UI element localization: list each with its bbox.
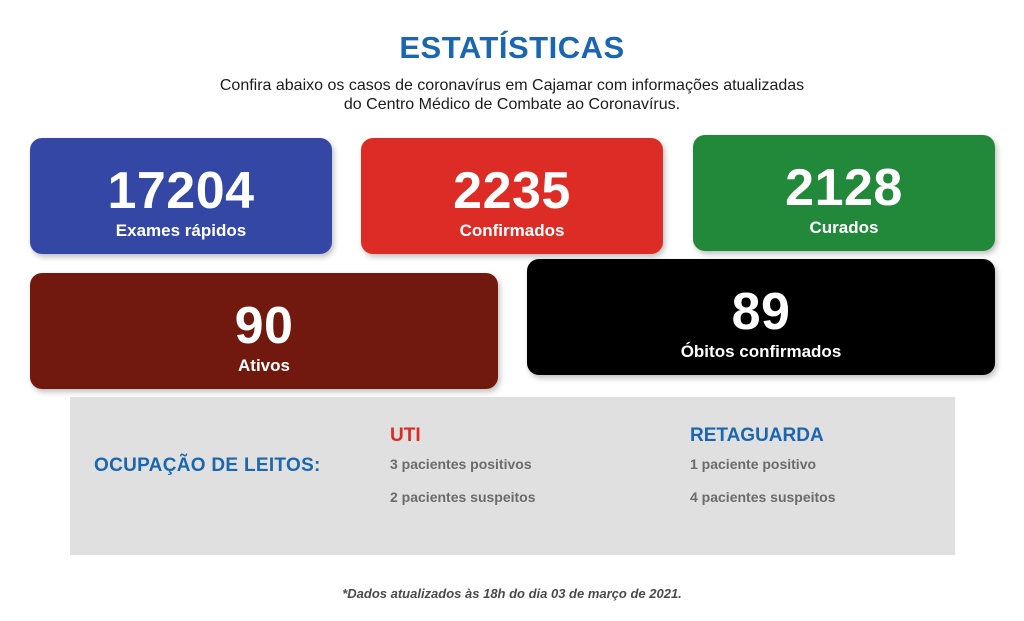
retaguarda-heading: RETAGUARDA xyxy=(690,425,824,446)
ativos-label: Ativos xyxy=(238,356,290,375)
exames-rapidos-label: Exames rápidos xyxy=(115,221,247,240)
footnote: *Dados atualizados às 18h do dia 03 de m… xyxy=(342,586,682,601)
retaguarda-positivos: 1 paciente positivo xyxy=(690,456,817,472)
obitos-value: 89 xyxy=(731,283,791,341)
uti-suspeitos: 2 pacientes suspeitos xyxy=(390,489,536,505)
curados-label: Curados xyxy=(809,218,879,237)
retaguarda-suspeitos: 4 pacientes suspeitos xyxy=(690,489,836,505)
ativos-value: 90 xyxy=(234,297,294,355)
confirmados-card: 2235 Confirmados xyxy=(361,138,663,254)
curados-value: 2128 xyxy=(785,159,903,217)
exames-rapidos-value: 17204 xyxy=(107,162,255,220)
uti-positivos: 3 pacientes positivos xyxy=(390,456,532,472)
subtitle-line-2: do Centro Médico de Combate ao Coronavír… xyxy=(343,96,681,113)
obitos-card: 89 Óbitos confirmados xyxy=(527,259,995,375)
ocupacao-leitos-panel: OCUPAÇÃO DE LEITOS: UTI 3 pacientes posi… xyxy=(70,397,955,555)
exames-rapidos-card: 17204 Exames rápidos xyxy=(30,138,332,254)
uti-heading: UTI xyxy=(390,425,421,446)
page-title: ESTATÍSTICAS xyxy=(399,30,625,65)
ocupacao-leitos-title: OCUPAÇÃO DE LEITOS: xyxy=(94,455,321,476)
subtitle-line-1: Confira abaixo os casos de coronavírus e… xyxy=(219,77,805,94)
obitos-label: Óbitos confirmados xyxy=(680,342,842,361)
curados-card: 2128 Curados xyxy=(693,135,995,251)
confirmados-value: 2235 xyxy=(453,162,571,220)
confirmados-label: Confirmados xyxy=(459,221,565,240)
ativos-card: 90 Ativos xyxy=(30,273,498,389)
